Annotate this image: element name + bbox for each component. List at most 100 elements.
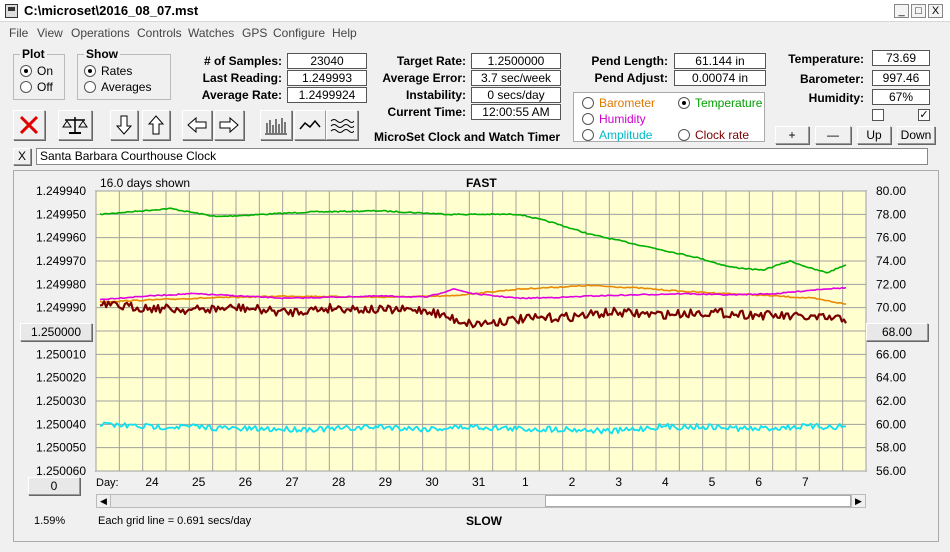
left-tick-label: 1.249990 bbox=[36, 301, 86, 315]
x-tick-label: 27 bbox=[285, 475, 299, 489]
arrow-right-icon bbox=[219, 116, 239, 134]
arrow-up-icon bbox=[147, 115, 165, 135]
scale-down-button[interactable]: Down bbox=[897, 126, 935, 144]
x-tick-label: 7 bbox=[802, 475, 809, 489]
rate-chart: 1.249940 1.249950 1.249960 1.249970 1.249980… bbox=[36, 184, 906, 489]
sensor-humidity-label: Humidity bbox=[599, 112, 646, 126]
humidity-label: Humidity: bbox=[808, 91, 864, 105]
close-button[interactable]: X bbox=[928, 4, 943, 18]
left-tick-label: 1.250040 bbox=[36, 417, 86, 431]
menu-view[interactable]: View bbox=[37, 26, 63, 40]
average-rate-label: Average Rate: bbox=[201, 88, 282, 102]
plot-on-radio[interactable]: On bbox=[20, 64, 53, 78]
show-group-title: Show bbox=[84, 47, 120, 61]
menu-configure[interactable]: Configure bbox=[273, 26, 326, 40]
wave-graph-icon bbox=[330, 119, 354, 133]
app-caption: MicroSet Clock and Watch Timer bbox=[374, 130, 561, 144]
radio-selected-icon bbox=[84, 65, 96, 77]
title-bar: C:\microset\2016_08_07.mst _ □ X bbox=[0, 0, 950, 22]
current-time-label: Current Time: bbox=[387, 105, 466, 119]
offset-button[interactable]: 0 bbox=[28, 477, 80, 495]
right-tick-label: 70.00 bbox=[876, 301, 906, 315]
scale-plus-button[interactable]: + bbox=[775, 126, 809, 144]
show-rates-label: Rates bbox=[101, 64, 133, 78]
sensor-humidity-radio[interactable]: Humidity bbox=[582, 112, 646, 126]
scroll-left-icon[interactable]: ◀ bbox=[97, 495, 111, 507]
menu-watches[interactable]: Watches bbox=[188, 26, 235, 40]
scale-up-button[interactable]: Up bbox=[857, 126, 891, 144]
arrow-up-button[interactable] bbox=[142, 110, 170, 140]
radio-icon bbox=[582, 97, 594, 109]
checkbox-left[interactable] bbox=[872, 109, 884, 121]
show-averages-radio[interactable]: Averages bbox=[84, 80, 151, 94]
arrow-right-button[interactable] bbox=[214, 110, 244, 140]
clear-clock-button[interactable]: X bbox=[13, 148, 31, 165]
barometer-value: 997.46 bbox=[872, 70, 930, 86]
wave-graph-button[interactable] bbox=[326, 110, 358, 140]
sensor-amplitude-radio[interactable]: Amplitude bbox=[582, 128, 652, 142]
plot-group-title: Plot bbox=[20, 47, 47, 61]
grid-note: Each grid line = 0.691 secs/day bbox=[98, 515, 252, 527]
pend-adjust-value: 0.00074 in bbox=[674, 70, 766, 86]
current-time-value: 12:00:55 AM bbox=[471, 104, 561, 120]
menu-help[interactable]: Help bbox=[332, 26, 357, 40]
x-axis: 24 25 26 27 28 29 30 31 1 2 3 4 5 6 7 bbox=[145, 475, 809, 489]
sensor-clock-rate-radio[interactable]: Clock rate bbox=[678, 128, 749, 142]
sensor-clock-rate-label: Clock rate bbox=[695, 128, 750, 142]
radio-selected-icon bbox=[678, 97, 690, 109]
left-tick-label: 1.249980 bbox=[36, 277, 86, 291]
minimize-button[interactable]: _ bbox=[894, 4, 909, 18]
stop-icon bbox=[19, 115, 39, 135]
right-tick-label: 66.00 bbox=[876, 347, 906, 361]
stop-button[interactable] bbox=[13, 110, 45, 140]
radio-icon bbox=[582, 129, 594, 141]
average-rate-value: 1.2499924 bbox=[287, 87, 367, 103]
right-tick-label: 62.00 bbox=[876, 394, 906, 408]
arrow-down-icon bbox=[115, 115, 133, 135]
menu-file[interactable]: File bbox=[9, 26, 29, 40]
x-tick-label: 31 bbox=[472, 475, 486, 489]
right-value-button[interactable]: 68.00 bbox=[866, 323, 928, 341]
target-rate-value[interactable]: 1.2500000 bbox=[471, 53, 561, 69]
arrow-left-button[interactable] bbox=[182, 110, 212, 140]
fast-label: FAST bbox=[466, 176, 497, 190]
maximize-button[interactable]: □ bbox=[911, 4, 926, 18]
temperature-label: Temperature: bbox=[788, 52, 864, 66]
line-graph-button[interactable] bbox=[294, 110, 326, 140]
checkbox-right[interactable]: ✓ bbox=[918, 109, 930, 121]
horizontal-scrollbar[interactable]: ◀ ▶ bbox=[96, 494, 866, 508]
temperature-value: 73.69 bbox=[872, 50, 930, 66]
arrow-down-button[interactable] bbox=[110, 110, 138, 140]
x-tick-label: 5 bbox=[709, 475, 716, 489]
radio-icon bbox=[678, 129, 690, 141]
menu-gps[interactable]: GPS bbox=[242, 26, 268, 40]
x-tick-label: 6 bbox=[755, 475, 762, 489]
humidity-value: 67% bbox=[872, 89, 930, 105]
radio-icon bbox=[84, 81, 96, 93]
scroll-right-icon[interactable]: ▶ bbox=[851, 495, 865, 507]
balance-button[interactable] bbox=[58, 110, 92, 140]
show-rates-radio[interactable]: Rates bbox=[84, 64, 132, 78]
menu-bar: File View Operations Controls Watches GP… bbox=[0, 22, 950, 42]
samples-label: # of Samples: bbox=[203, 54, 282, 68]
clock-name-input[interactable]: Santa Barbara Courthouse Clock bbox=[36, 148, 928, 165]
sensor-selector: Barometer Temperature Humidity Clock rat… bbox=[573, 92, 765, 142]
sensor-temperature-radio[interactable]: Temperature bbox=[678, 96, 762, 110]
bar-graph-button[interactable] bbox=[260, 110, 292, 140]
radio-icon bbox=[582, 113, 594, 125]
x-tick-label: 4 bbox=[662, 475, 669, 489]
x-tick-label: 2 bbox=[569, 475, 576, 489]
pend-length-label: Pend Length: bbox=[591, 54, 668, 68]
window-title: C:\microset\2016_08_07.mst bbox=[24, 3, 199, 18]
sensor-barometer-radio[interactable]: Barometer bbox=[582, 96, 655, 110]
scroll-thumb[interactable] bbox=[545, 495, 851, 507]
left-tick-label: 1.250010 bbox=[36, 347, 86, 361]
menu-controls[interactable]: Controls bbox=[137, 26, 182, 40]
grid bbox=[95, 190, 867, 472]
menu-operations[interactable]: Operations bbox=[71, 26, 130, 40]
plot-off-radio[interactable]: Off bbox=[20, 80, 53, 94]
app-icon[interactable] bbox=[5, 4, 18, 18]
left-value-button[interactable]: 1.250000 bbox=[20, 323, 92, 341]
scale-minus-button[interactable]: — bbox=[815, 126, 851, 144]
x-tick-label: 29 bbox=[379, 475, 393, 489]
